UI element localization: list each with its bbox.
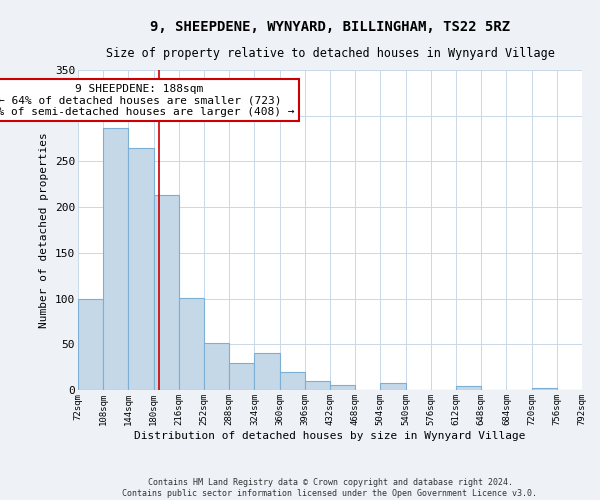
Bar xyxy=(330,386,355,390)
Text: 9, SHEEPDENE, WYNYARD, BILLINGHAM, TS22 5RZ: 9, SHEEPDENE, WYNYARD, BILLINGHAM, TS22 … xyxy=(150,20,510,34)
Text: 9 SHEEPDENE: 188sqm
← 64% of detached houses are smaller (723)
36% of semi-detac: 9 SHEEPDENE: 188sqm ← 64% of detached ho… xyxy=(0,84,295,117)
Y-axis label: Number of detached properties: Number of detached properties xyxy=(40,132,49,328)
Text: Contains HM Land Registry data © Crown copyright and database right 2024.
Contai: Contains HM Land Registry data © Crown c… xyxy=(122,478,538,498)
Bar xyxy=(254,352,280,390)
Bar xyxy=(456,386,481,390)
Bar xyxy=(128,148,154,390)
Bar xyxy=(154,196,179,390)
Bar xyxy=(229,362,254,390)
Bar xyxy=(532,388,557,390)
Text: Size of property relative to detached houses in Wynyard Village: Size of property relative to detached ho… xyxy=(106,48,554,60)
Bar xyxy=(204,344,229,390)
Bar xyxy=(103,128,128,390)
Bar xyxy=(179,298,204,390)
Bar xyxy=(305,381,330,390)
X-axis label: Distribution of detached houses by size in Wynyard Village: Distribution of detached houses by size … xyxy=(134,430,526,440)
Bar xyxy=(380,382,406,390)
Bar xyxy=(280,372,305,390)
Bar xyxy=(78,298,103,390)
